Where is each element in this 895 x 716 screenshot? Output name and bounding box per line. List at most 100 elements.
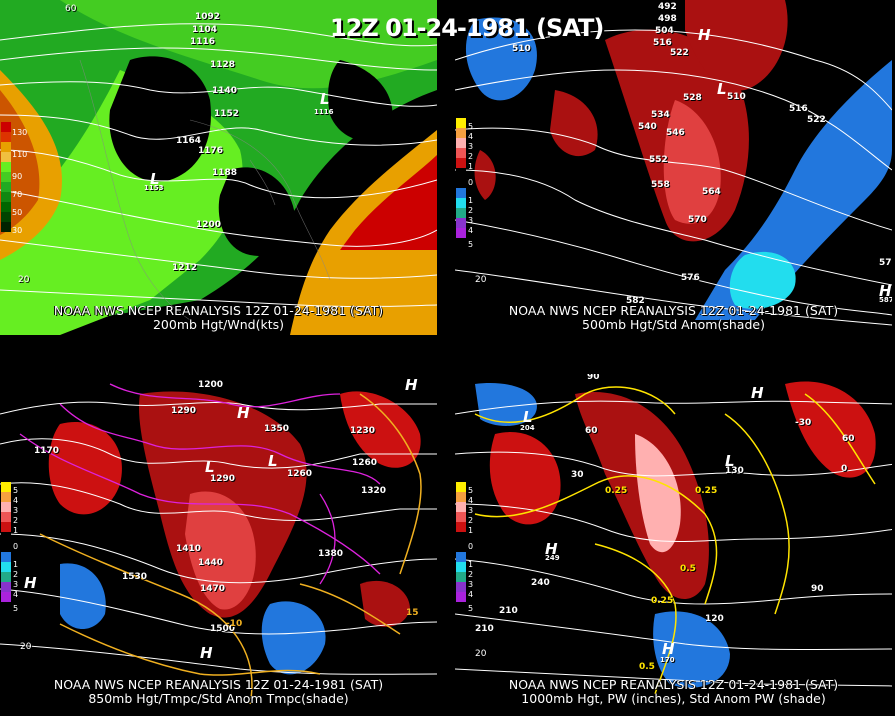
panel-caption-line2: 1000mb Hgt, PW (inches), Std Anom PW (sh… bbox=[521, 691, 826, 706]
edge-label: 60 bbox=[65, 4, 77, 14]
contour-label: 564 bbox=[702, 187, 721, 197]
contour-label: 60 bbox=[585, 426, 598, 436]
scale-label: 4 bbox=[13, 496, 19, 505]
edge-label: 20 bbox=[18, 275, 30, 285]
high-marker: H bbox=[545, 540, 558, 558]
pw-label: 0.25 bbox=[651, 596, 674, 606]
contour-label: 210 bbox=[499, 606, 518, 616]
high-marker: H bbox=[237, 404, 250, 422]
panel-caption-line2: 500mb Hgt/Std Anom(shade) bbox=[582, 317, 765, 332]
scale-label: 2 bbox=[468, 152, 474, 161]
scale-label: 4 bbox=[468, 496, 474, 505]
contour-label: 1230 bbox=[350, 426, 376, 436]
scale-label: 5 bbox=[468, 486, 474, 495]
contour-label: 1116 bbox=[190, 37, 216, 47]
contour-label: 492 bbox=[658, 2, 677, 12]
scale-label: 1 bbox=[13, 526, 19, 535]
scale-label: 4 bbox=[468, 590, 474, 599]
scale-label: 5 bbox=[468, 604, 474, 613]
contour-label: 1290 bbox=[210, 474, 236, 484]
scale-label: 5 bbox=[468, 240, 474, 249]
scale-label: 1 bbox=[468, 162, 474, 171]
contour-label: 1500 bbox=[210, 624, 236, 634]
contour-label: 540 bbox=[638, 122, 657, 132]
contour-label: 1530 bbox=[122, 572, 148, 582]
contour-label: 249 bbox=[545, 554, 560, 562]
high-marker: H bbox=[751, 384, 764, 402]
pw-label: 0.5 bbox=[639, 662, 655, 672]
contour-label: 576 bbox=[879, 258, 892, 268]
contour-label: 1140 bbox=[212, 86, 238, 96]
scale-label: 2 bbox=[13, 570, 19, 579]
scale-label: 3 bbox=[13, 506, 19, 515]
low-marker: L bbox=[320, 90, 330, 108]
edge-label: 20 bbox=[20, 642, 32, 652]
scale-label: 50 bbox=[12, 208, 23, 217]
contour-label: 1380 bbox=[318, 549, 344, 559]
scale-label: 1 bbox=[13, 560, 19, 569]
anom-color-scale bbox=[456, 482, 466, 602]
low-marker: L bbox=[523, 408, 533, 426]
contour-label: 582 bbox=[626, 296, 645, 306]
map-200mb bbox=[0, 0, 437, 335]
contour-label: 90 bbox=[587, 374, 600, 382]
low-marker: L bbox=[268, 452, 278, 470]
contour-label: 558 bbox=[651, 180, 670, 190]
scale-label: 0 bbox=[468, 542, 474, 551]
contour-label: 587 bbox=[879, 296, 892, 304]
contour-label: 1128 bbox=[210, 60, 236, 70]
scale-label: 3 bbox=[468, 580, 474, 589]
contour-label: 120 bbox=[705, 614, 724, 624]
anom-color-scale bbox=[456, 118, 466, 238]
scale-label: 2 bbox=[13, 516, 19, 525]
map-500mb bbox=[455, 0, 892, 335]
contour-label: 528 bbox=[683, 93, 702, 103]
high-marker: H bbox=[405, 376, 418, 394]
contour-label: 1320 bbox=[361, 486, 387, 496]
contour-label: 1152 bbox=[214, 109, 240, 119]
scale-label: 4 bbox=[13, 590, 19, 599]
contour-label: 1188 bbox=[212, 168, 238, 178]
contour-label: 1092 bbox=[195, 12, 221, 22]
contour-label: 170 bbox=[660, 656, 675, 664]
panel-caption-line1: NOAA NWS NCEP REANALYSIS 12Z 01-24-1981 … bbox=[53, 677, 384, 692]
contour-label: 1212 bbox=[172, 263, 198, 273]
low-value: 1116 bbox=[314, 108, 334, 116]
panel-caption-line2: 200mb Hgt/Wnd(kts) bbox=[152, 317, 284, 332]
high-marker: H bbox=[200, 644, 213, 662]
contour-label: -30 bbox=[795, 418, 812, 428]
scale-label: 5 bbox=[468, 122, 474, 131]
scale-label: 3 bbox=[468, 506, 474, 515]
low-marker: L bbox=[717, 80, 727, 98]
contour-label: 1200 bbox=[196, 220, 222, 230]
scale-label: 5 bbox=[13, 486, 19, 495]
contour-label: 240 bbox=[531, 578, 550, 588]
contour-label: 204 bbox=[520, 424, 535, 432]
scale-label: 30 bbox=[12, 226, 23, 235]
contour-label: 516 bbox=[653, 38, 672, 48]
contour-label: 570 bbox=[688, 215, 707, 225]
scale-label: 0 bbox=[13, 542, 19, 551]
temp-label: -10 bbox=[226, 619, 243, 629]
scale-label: 90 bbox=[12, 172, 23, 181]
contour-label: 510 bbox=[727, 92, 746, 102]
scale-label: 0 bbox=[468, 178, 474, 187]
contour-label: 498 bbox=[658, 14, 677, 24]
scale-label: 1 bbox=[468, 526, 474, 535]
pw-label: 0.25 bbox=[605, 486, 628, 496]
high-marker: H bbox=[698, 26, 711, 44]
contour-label: 1260 bbox=[287, 469, 313, 479]
contour-label: 522 bbox=[670, 48, 689, 58]
scale-label: 3 bbox=[13, 580, 19, 589]
scale-label: 4 bbox=[468, 226, 474, 235]
contour-label: 210 bbox=[475, 624, 494, 634]
scale-label: 5 bbox=[13, 604, 19, 613]
scale-label: 3 bbox=[468, 216, 474, 225]
contour-label: 0 bbox=[841, 464, 848, 474]
contour-label: 546 bbox=[666, 128, 685, 138]
scale-label: 3 bbox=[468, 142, 474, 151]
scale-label: 110 bbox=[12, 150, 28, 159]
contour-label: 90 bbox=[811, 584, 824, 594]
contour-label: 534 bbox=[651, 110, 670, 120]
contour-label: 1176 bbox=[198, 146, 224, 156]
